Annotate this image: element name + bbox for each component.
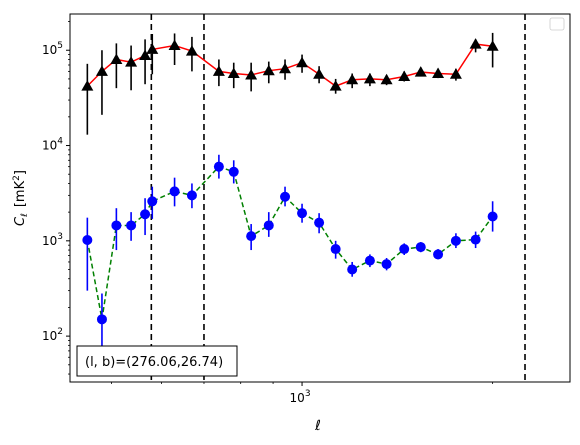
- series-0-marker-13: [296, 56, 309, 68]
- annotation-text: (l, b)=(276.06,26.74): [85, 355, 223, 370]
- series-1-marker-2: [111, 220, 122, 231]
- series-1-marker-14: [314, 217, 325, 228]
- series-0-marker-5: [146, 43, 159, 54]
- series-0-marker-2: [110, 53, 123, 64]
- series-0-marker-0: [81, 80, 94, 91]
- series-1-marker-13: [297, 208, 308, 219]
- series-1-marker-8: [213, 161, 224, 172]
- series-0-marker-4: [139, 49, 152, 61]
- series-0-marker-10: [245, 68, 258, 80]
- series-1-marker-20: [415, 242, 426, 253]
- series-1-marker-22: [450, 235, 461, 246]
- series-0-marker-23: [469, 38, 482, 49]
- y-axis-label-text: Cℓ [mK2]: [12, 170, 30, 226]
- y-axis-label: Cℓ [mK2]: [12, 170, 30, 226]
- series-layer: [81, 32, 499, 361]
- series-1-marker-1: [96, 314, 107, 325]
- series-0-marker-16: [346, 73, 359, 85]
- series-1-marker-6: [169, 186, 180, 197]
- annotation-frame: [76, 345, 238, 377]
- y-axis-label-unit-close: ]: [13, 170, 28, 175]
- y-axis-label-unit: [mK: [13, 180, 28, 207]
- series-0-marker-3: [125, 56, 138, 67]
- series-0-marker-7: [185, 45, 198, 56]
- y-axis-label-unit-sup: 2: [12, 175, 22, 181]
- y-axis-label-subscript: ℓ: [20, 213, 30, 218]
- y-tick-label-2: 104: [42, 137, 63, 153]
- series-1-marker-11: [263, 220, 274, 231]
- series-0: [81, 32, 499, 135]
- y-tick-label-1: 103: [42, 232, 63, 248]
- series-1-marker-15: [330, 244, 341, 255]
- legend-box: [549, 17, 565, 31]
- series-0-marker-1: [95, 65, 108, 76]
- series-1-marker-3: [126, 220, 137, 231]
- series-1-marker-16: [347, 264, 358, 275]
- y-tick-label-0: 102: [42, 327, 63, 343]
- series-0-marker-19: [398, 70, 411, 82]
- series-0-marker-9: [227, 67, 240, 78]
- series-1-marker-18: [381, 259, 392, 270]
- series-0-marker-11: [262, 64, 275, 76]
- series-1-marker-24: [487, 211, 498, 222]
- series-0-marker-14: [313, 68, 326, 79]
- series-0-marker-20: [414, 66, 427, 77]
- series-1-marker-5: [147, 196, 158, 207]
- series-0-marker-8: [212, 65, 225, 76]
- series-0-marker-24: [486, 40, 499, 51]
- series-1-marker-9: [228, 166, 239, 177]
- x-tick-label-0: 103: [290, 389, 311, 405]
- series-0-marker-12: [279, 62, 292, 74]
- series-1-marker-0: [82, 235, 93, 246]
- series-1-marker-19: [399, 244, 410, 255]
- series-1-marker-10: [246, 231, 257, 242]
- x-axis-label: ℓ: [314, 418, 321, 434]
- series-1-marker-7: [186, 190, 197, 201]
- y-tick-label-3: 105: [42, 41, 63, 57]
- plot-frame: [69, 13, 571, 383]
- series-0-marker-22: [449, 68, 462, 79]
- series-1-marker-17: [364, 255, 375, 266]
- y-axis-label-symbol: C: [13, 216, 28, 226]
- series-1: [82, 154, 498, 361]
- series-0-marker-6: [168, 39, 181, 51]
- series-0-marker-18: [380, 73, 393, 85]
- series-1-marker-12: [280, 191, 291, 202]
- series-0-marker-21: [432, 67, 445, 78]
- series-1-marker-4: [140, 209, 151, 220]
- series-1-marker-21: [433, 249, 444, 260]
- series-0-marker-17: [363, 72, 376, 84]
- series-1-marker-23: [470, 234, 481, 245]
- series-0-marker-15: [329, 80, 342, 91]
- annotation-box: (l, b)=(276.06,26.74): [76, 345, 238, 377]
